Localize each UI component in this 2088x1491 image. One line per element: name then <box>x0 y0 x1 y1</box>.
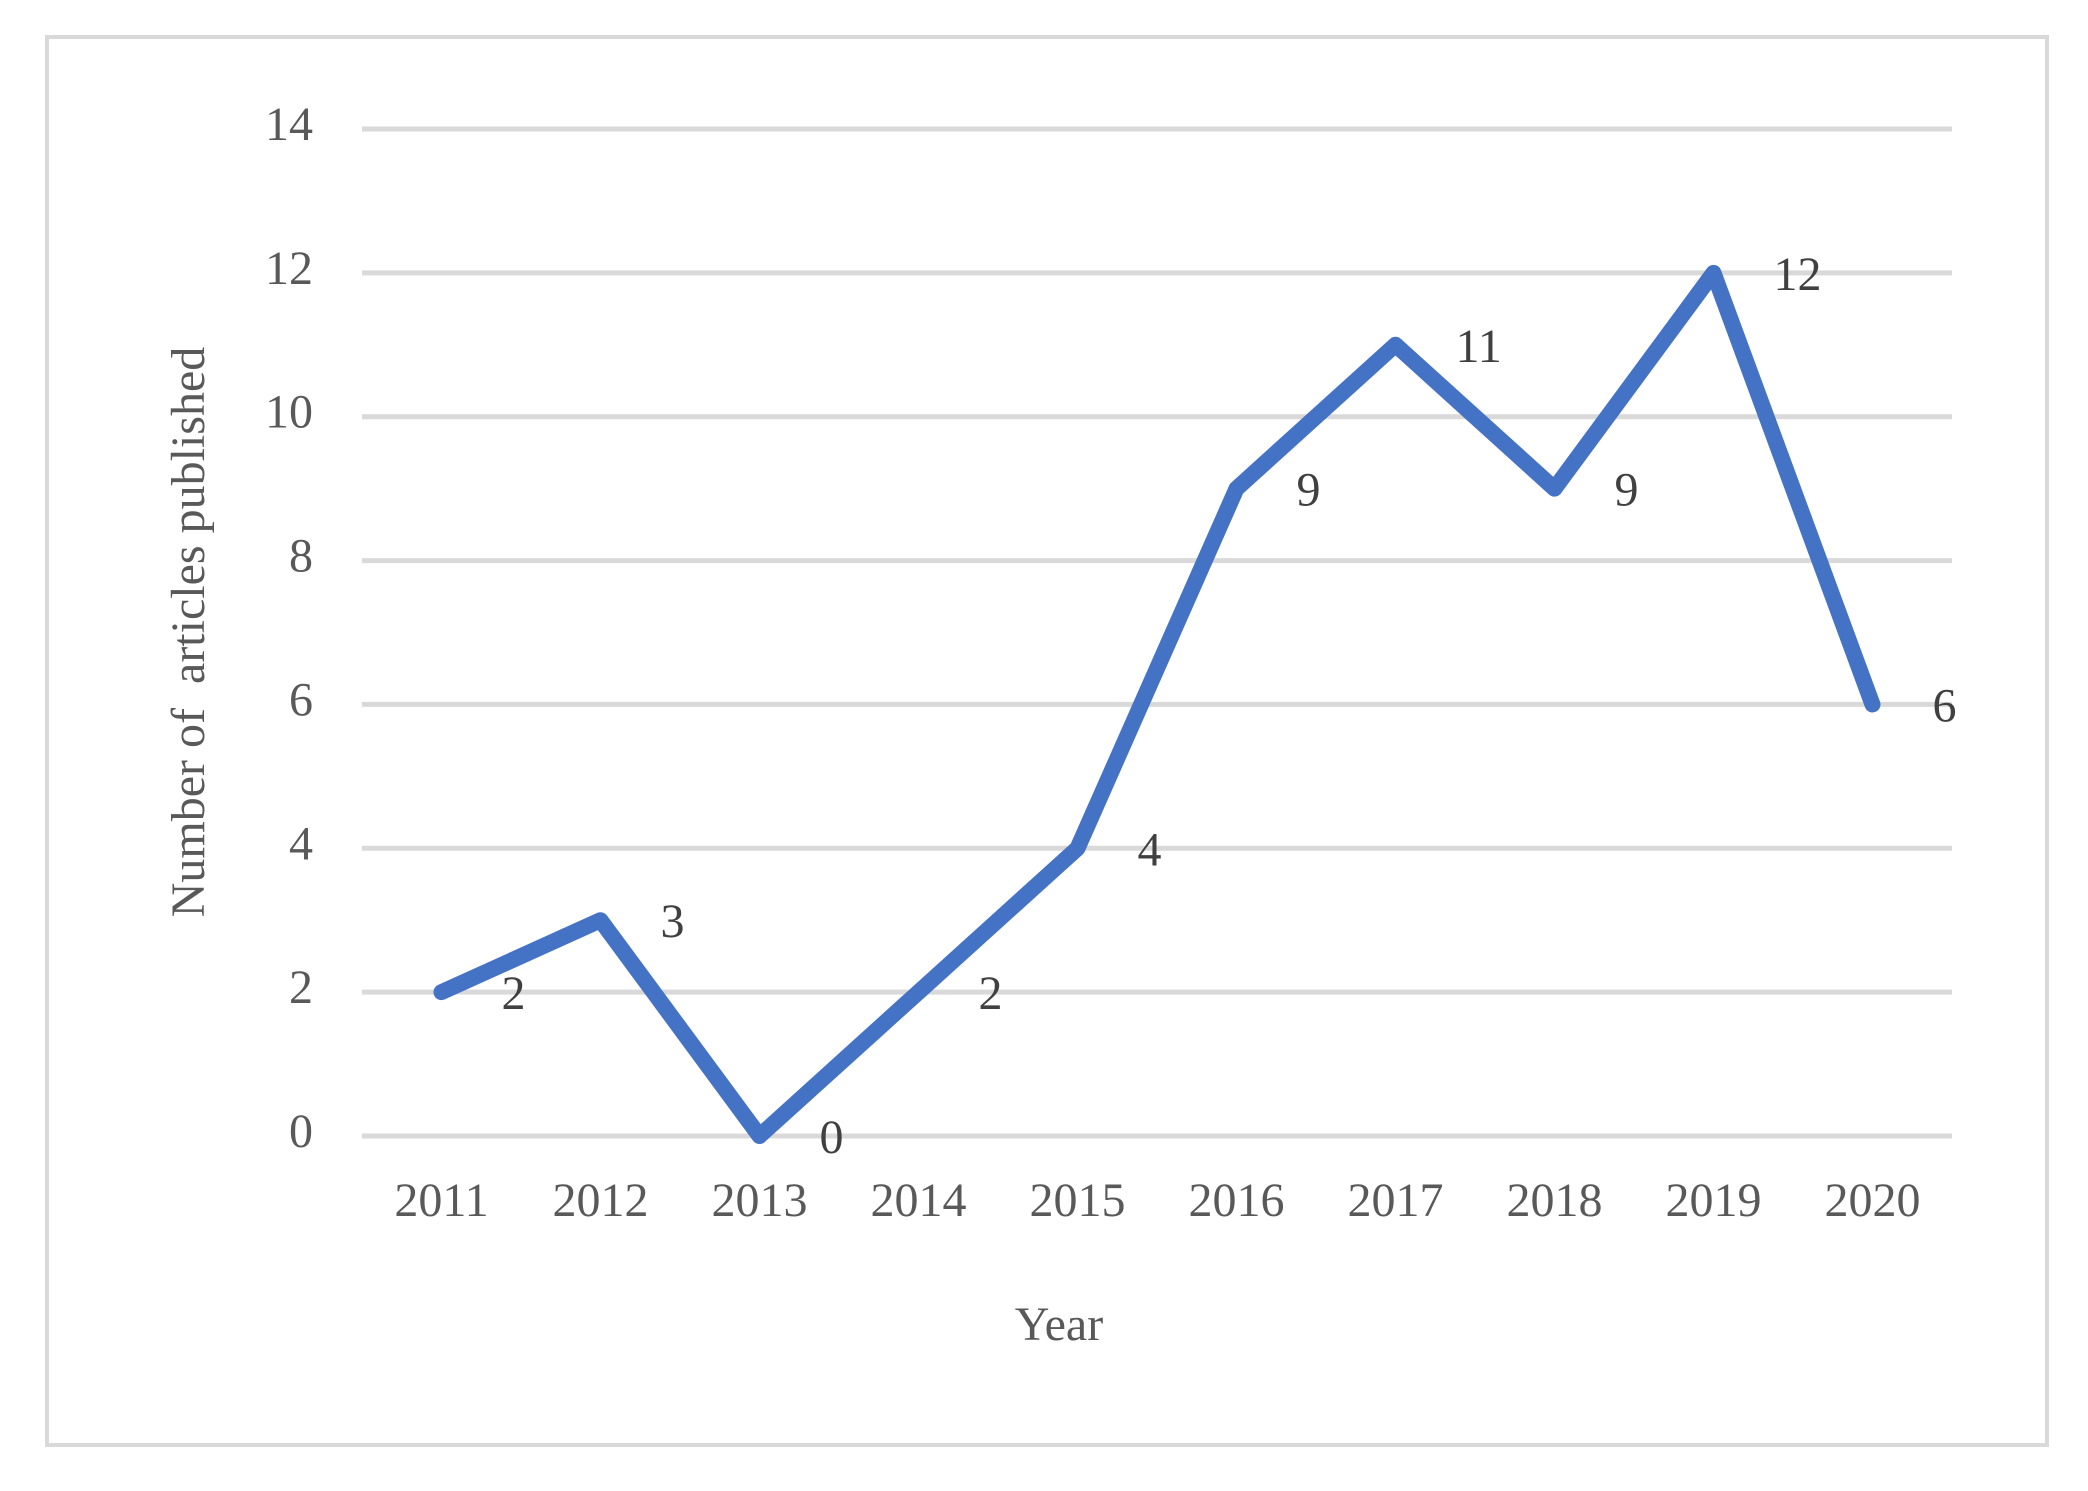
y-tick-label: 6 <box>289 673 313 726</box>
x-tick-label: 2019 <box>1666 1174 1762 1227</box>
data-label: 3 <box>661 895 685 948</box>
x-tick-label: 2020 <box>1825 1174 1921 1227</box>
data-label: 11 <box>1456 320 1502 373</box>
y-tick-label: 4 <box>289 817 313 870</box>
x-tick-label: 2011 <box>394 1174 488 1227</box>
chart-border <box>45 35 2049 1447</box>
data-label: 12 <box>1774 248 1822 301</box>
data-label: 9 <box>1615 464 1639 517</box>
x-tick-label: 2018 <box>1507 1174 1603 1227</box>
data-label: 2 <box>979 967 1003 1020</box>
x-tick-label: 2014 <box>871 1174 967 1227</box>
y-axis-label: Number of articles published <box>162 347 215 918</box>
data-label: 9 <box>1297 464 1321 517</box>
data-label: 2 <box>502 967 526 1020</box>
y-tick-label: 8 <box>289 530 313 583</box>
y-tick-label: 12 <box>265 242 313 295</box>
data-label: 6 <box>1933 679 1957 732</box>
x-tick-label: 2017 <box>1348 1174 1444 1227</box>
y-tick-label: 10 <box>265 386 313 439</box>
y-tick-label: 2 <box>289 961 313 1014</box>
x-tick-label: 2012 <box>553 1174 649 1227</box>
data-label: 4 <box>1138 823 1162 876</box>
x-tick-label: 2016 <box>1189 1174 1285 1227</box>
data-line <box>433 264 1881 1144</box>
y-tick-label: 0 <box>289 1105 313 1158</box>
y-tick-label: 14 <box>265 98 313 151</box>
x-tick-label: 2015 <box>1030 1174 1126 1227</box>
x-tick-label: 2013 <box>712 1174 808 1227</box>
data-label: 0 <box>820 1111 844 1164</box>
x-axis-label: Year <box>1015 1298 1103 1351</box>
